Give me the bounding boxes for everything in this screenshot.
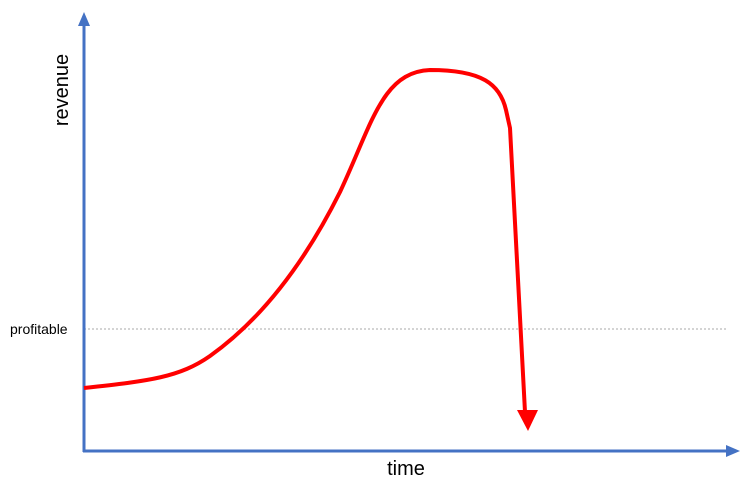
y-axis-label: revenue [51, 54, 73, 126]
x-axis-arrow [726, 445, 740, 457]
x-axis-label: time [387, 458, 425, 480]
y-axis-arrow [78, 12, 90, 26]
threshold-label: profitable [10, 321, 68, 337]
curve-arrowhead [517, 410, 538, 431]
revenue-curve [83, 68, 527, 413]
